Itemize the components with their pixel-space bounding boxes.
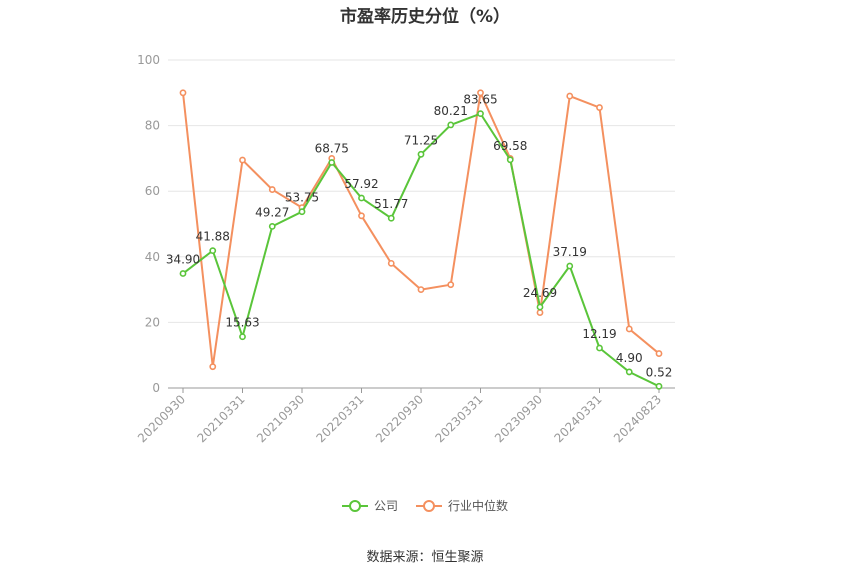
x-tick-label: 20220930 <box>373 392 426 445</box>
data-point-industry-median <box>655 350 663 357</box>
x-tick-label: 20200930 <box>135 392 188 445</box>
y-tick-label: 40 <box>145 250 160 264</box>
y-tick-label: 60 <box>145 184 160 198</box>
data-point-company <box>179 270 187 277</box>
data-point-company <box>268 222 276 230</box>
data-point-company <box>239 333 246 341</box>
data-point-company <box>447 121 455 129</box>
chart-legend: 公司 行业中位数 <box>0 497 850 514</box>
data-point-industry-median <box>477 89 484 97</box>
data-point-company <box>387 214 395 222</box>
data-point-company <box>298 208 306 216</box>
data-point-company <box>625 368 633 376</box>
data-point-industry-median <box>596 104 603 111</box>
data-point-company <box>477 110 484 118</box>
legend-label-company: 公司 <box>373 499 398 513</box>
data-label-company: 15.63 <box>225 316 259 330</box>
data-label-company: 34.90 <box>166 253 200 267</box>
y-tick-label: 100 <box>137 53 160 67</box>
data-point-company <box>209 247 217 255</box>
legend-item-company[interactable]: 公司 <box>341 497 398 514</box>
data-point-company <box>655 382 663 390</box>
data-point-industry-median <box>417 286 425 293</box>
x-tick-label: 20230930 <box>492 392 545 445</box>
legend-label-industry-median: 行业中位数 <box>448 499 509 513</box>
data-label-company: 12.19 <box>582 327 616 341</box>
legend-marker-company <box>341 499 368 513</box>
data-label-company: 41.88 <box>196 230 230 244</box>
data-label-company: 83.65 <box>463 93 497 107</box>
x-tick-label: 20240331 <box>552 392 605 445</box>
data-point-company <box>328 159 336 166</box>
data-point-company <box>358 194 365 202</box>
data-point-industry-median <box>625 325 633 333</box>
data-source-note: 数据来源：恒生聚源 <box>366 550 484 565</box>
data-point-industry-median <box>268 186 276 193</box>
data-point-company <box>506 156 514 164</box>
data-label-company: 69.58 <box>493 139 527 153</box>
x-tick-label: 20230331 <box>433 392 486 445</box>
data-label-company: 49.27 <box>255 205 289 219</box>
data-point-industry-median <box>358 212 365 220</box>
data-point-company <box>596 344 603 352</box>
data-point-company <box>536 303 544 311</box>
data-point-industry-median <box>387 259 395 267</box>
data-label-company: 0.52 <box>646 365 673 379</box>
data-point-industry-median <box>239 156 246 164</box>
legend-marker-industry-median <box>416 499 442 513</box>
data-label-company: 4.90 <box>616 351 643 365</box>
chart-title: 市盈率历史分位（%） <box>339 7 511 27</box>
data-label-company: 51.77 <box>374 197 408 211</box>
data-point-company <box>417 150 425 158</box>
data-point-company <box>566 262 574 270</box>
x-tick-label: 20220331 <box>314 392 367 445</box>
y-tick-label: 0 <box>152 381 160 395</box>
data-label-company: 68.75 <box>315 142 349 156</box>
data-label-company: 71.25 <box>404 133 438 147</box>
x-tick-label: 20210930 <box>254 392 307 445</box>
data-label-company: 57.92 <box>344 177 378 191</box>
data-point-industry-median <box>209 363 217 371</box>
x-tick-label: 20210331 <box>195 392 248 445</box>
data-point-industry-median <box>536 309 544 316</box>
y-tick-label: 20 <box>145 315 160 329</box>
data-label-company: 24.69 <box>523 286 557 300</box>
data-label-company: 80.21 <box>434 104 468 118</box>
data-point-industry-median <box>566 92 574 100</box>
data-point-industry-median <box>447 281 455 289</box>
data-label-company: 37.19 <box>553 245 587 259</box>
data-label-company: 53.75 <box>285 191 319 205</box>
y-tick-label: 80 <box>145 119 160 133</box>
data-point-industry-median <box>179 89 187 97</box>
legend-item-industry-median[interactable]: 行业中位数 <box>416 497 508 514</box>
x-tick-label: 20240823 <box>611 392 664 445</box>
